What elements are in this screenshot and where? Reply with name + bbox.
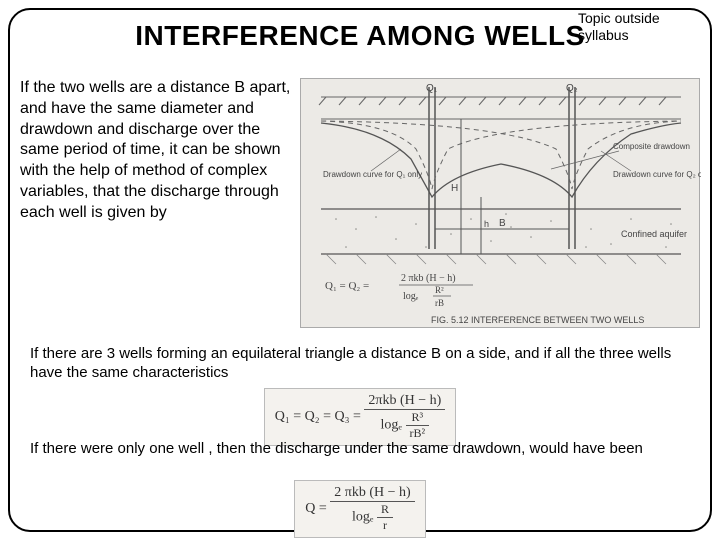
paragraph-three-wells: If there are 3 wells forming an equilate… xyxy=(30,345,690,383)
f2-den: logₑ R³ rB² xyxy=(364,410,445,441)
formula-three-wells: Q₁ = Q₂ = Q₃ = 2πkb (H − h) logₑ R³ rB² xyxy=(264,388,457,446)
label-right-curve: Drawdown curve for Q₂ only xyxy=(613,170,701,179)
title-row: INTERFERENCE AMONG WELLS xyxy=(0,20,720,52)
diagram-svg: Q₁ Q₂ xyxy=(301,79,701,329)
diagram-formula-den-den: rB xyxy=(435,298,444,308)
f2-frac: 2πkb (H − h) logₑ R³ rB² xyxy=(364,393,445,441)
formula-one-well: Q = 2 πkb (H − h) logₑ R r xyxy=(294,480,425,538)
f3-den-den: r xyxy=(377,518,393,533)
well-label-q2: Q₂ xyxy=(566,83,578,94)
page-title: INTERFERENCE AMONG WELLS xyxy=(135,20,585,51)
f2-num: 2πkb (H − h) xyxy=(364,393,445,410)
label-composite: Composite drawdown xyxy=(613,142,690,151)
f3-lhs: Q = xyxy=(305,501,327,516)
diagram-formula-den-num: R² xyxy=(435,285,444,295)
f3-den-num: R xyxy=(377,502,393,518)
diagram-formula-lhs: Q₁ = Q₂ = xyxy=(325,280,369,292)
label-aquifer: Confined aquifer xyxy=(621,229,687,239)
well-label-q1: Q₁ xyxy=(426,83,438,94)
diagram-caption: FIG. 5.12 INTERFERENCE BETWEEN TWO WELLS xyxy=(431,315,644,325)
f3-den-outer: logₑ xyxy=(352,510,373,525)
f3-den: logₑ R r xyxy=(330,502,414,533)
label-h: h xyxy=(484,219,489,229)
label-H: H xyxy=(451,183,458,194)
f2-den-den: rB² xyxy=(406,426,430,441)
f3-num: 2 πkb (H − h) xyxy=(330,485,414,502)
f2-den-num: R³ xyxy=(406,410,430,426)
diagram-formula-num: 2 πkb (H − h) xyxy=(401,273,456,284)
paragraph-one-well: If there were only one well , then the d… xyxy=(30,440,690,459)
f2-den-outer: logₑ xyxy=(381,418,402,433)
f2-lhs: Q₁ = Q₂ = Q₃ = xyxy=(275,409,361,424)
formula-three-wells-wrap: Q₁ = Q₂ = Q₃ = 2πkb (H − h) logₑ R³ rB² xyxy=(0,388,720,446)
f3-frac: 2 πkb (H − h) logₑ R r xyxy=(330,485,414,533)
label-B: B xyxy=(499,218,506,229)
formula-one-well-wrap: Q = 2 πkb (H − h) logₑ R r xyxy=(0,480,720,538)
paragraph-two-wells: If the two wells are a distance B apart,… xyxy=(20,78,295,224)
diagram-formula-den-outer: logₑ xyxy=(403,291,419,302)
label-left-curve: Drawdown curve for Q₁ only xyxy=(323,170,422,179)
interference-diagram: Q₁ Q₂ xyxy=(300,78,700,328)
